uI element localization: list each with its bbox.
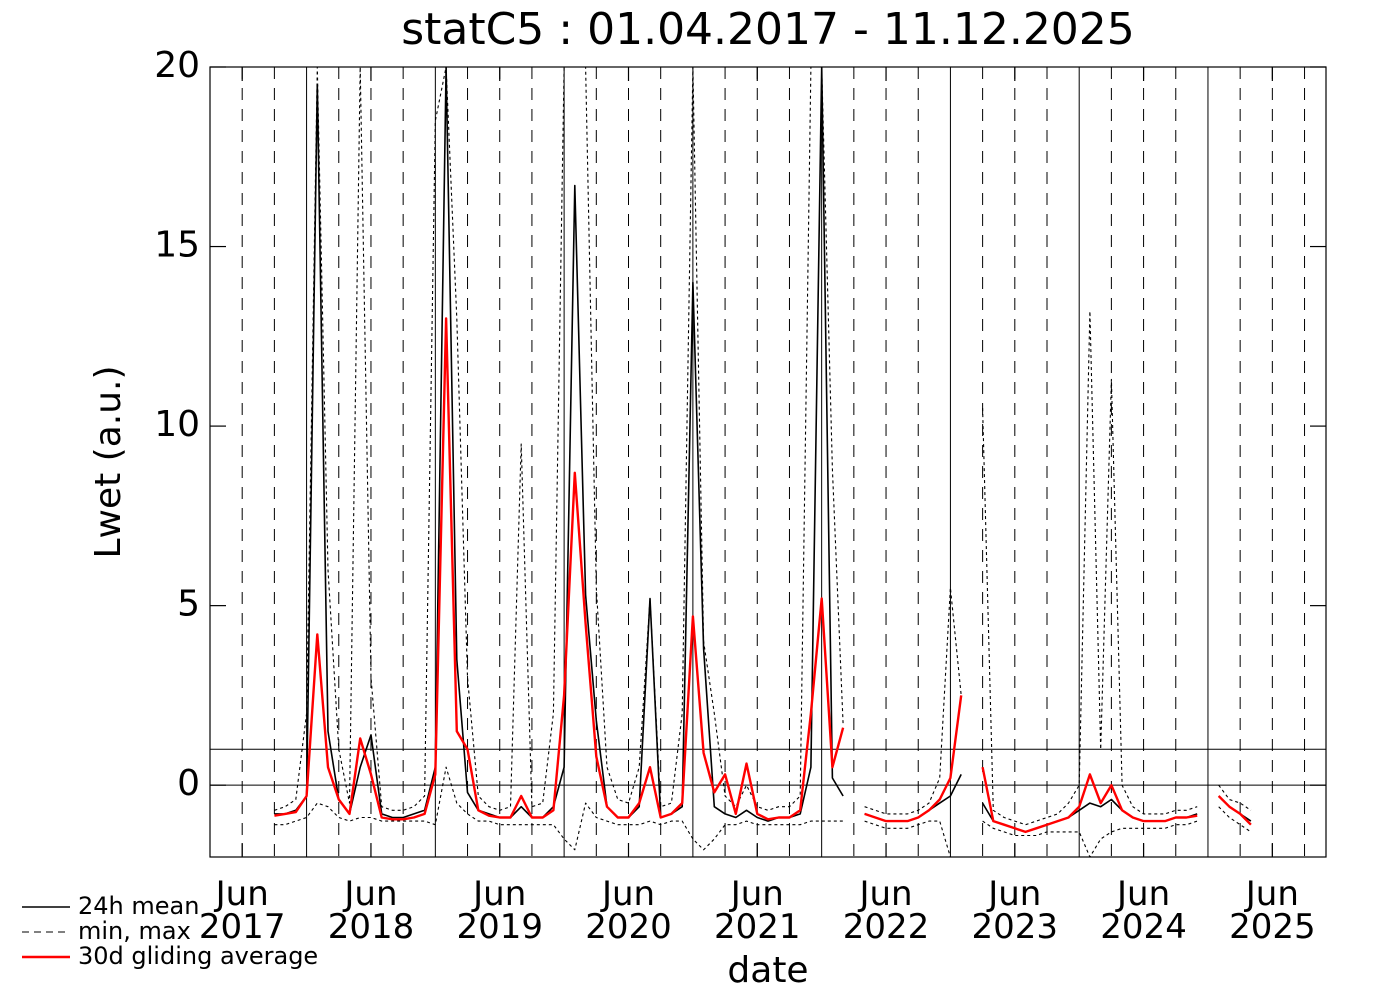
x-tick-label: Jun 2019 [456, 874, 543, 947]
chart-title: statC5 : 01.04.2017 - 11.12.2025 [401, 4, 1135, 55]
legend-label: 30d gliding average [78, 942, 318, 970]
legend-label: min, max [78, 917, 191, 945]
legend-label: 24h mean [78, 892, 199, 920]
series-line [274, 766, 1252, 857]
x-axis-label: date [727, 950, 808, 991]
x-tick-label: Jun 2023 [971, 874, 1059, 947]
plot-area [210, 67, 1326, 857]
series-line [274, 67, 1252, 833]
x-tick-label: Jun 2021 [714, 874, 801, 947]
y-tick-label: 5 [177, 584, 200, 625]
y-tick-label: 15 [154, 225, 200, 266]
series-line [274, 317, 1252, 834]
series-line [274, 67, 1252, 826]
plot-frame [209, 66, 1327, 858]
x-tick-label: Jun 2022 [842, 874, 930, 947]
y-tick-label: 10 [154, 404, 200, 445]
y-tick-label: 0 [177, 763, 200, 804]
x-tick-label: Jun 2017 [198, 874, 286, 947]
x-tick-label: Jun 2018 [327, 874, 415, 947]
y-axis-label: Lwet (a.u.) [88, 365, 129, 558]
x-tick-label: Jun 2025 [1229, 874, 1316, 947]
x-tick-label: Jun 2020 [585, 874, 672, 947]
x-tick-label: Jun 2024 [1100, 874, 1187, 947]
y-tick-label: 20 [154, 45, 200, 86]
